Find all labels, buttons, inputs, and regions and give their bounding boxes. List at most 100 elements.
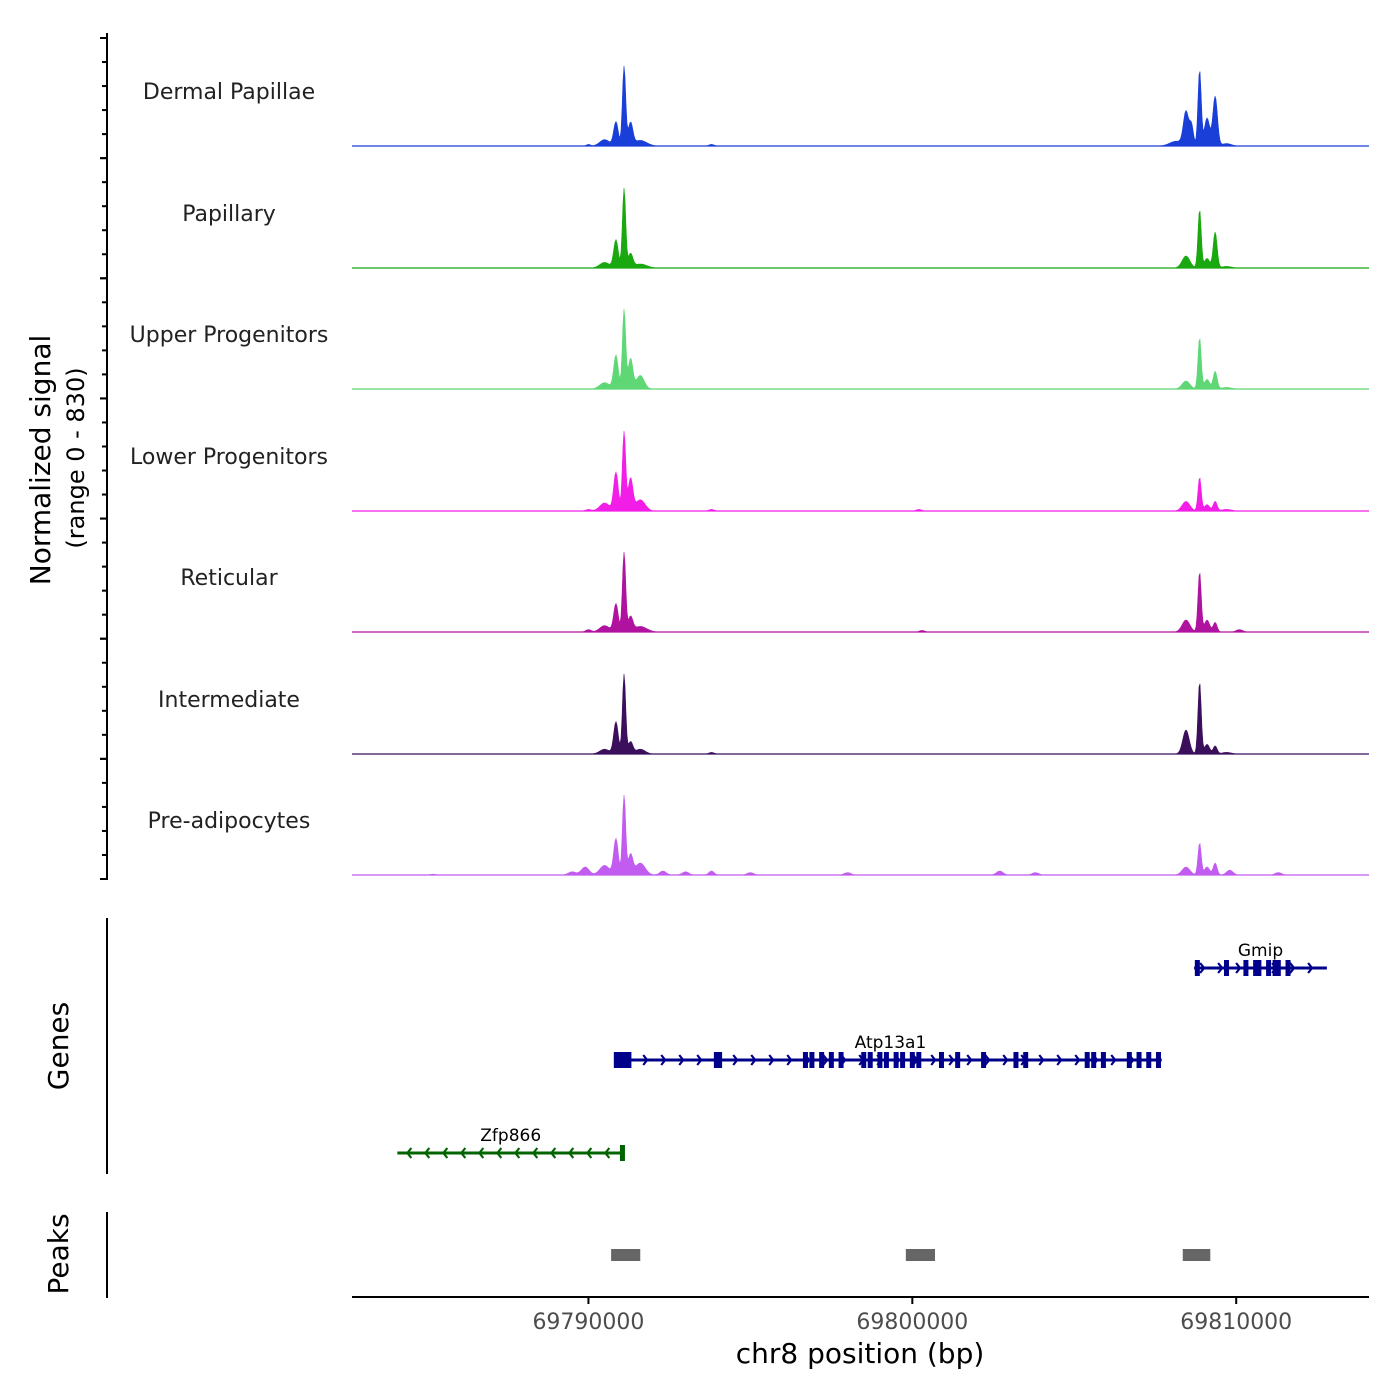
- strand-arrow: [585, 1147, 593, 1159]
- exon: [802, 1052, 808, 1068]
- exon: [1223, 960, 1229, 976]
- exon: [981, 1052, 987, 1068]
- peaks-track-label: Peaks: [42, 1213, 75, 1294]
- exon: [1256, 960, 1262, 976]
- y-axis-title-line1: Normalized signal: [24, 335, 57, 586]
- exon: [1136, 1052, 1142, 1068]
- gene-track: Gmip Atp13a1 Zfp866: [397, 941, 1327, 1161]
- strand-arrow: [930, 1054, 937, 1066]
- exon: [893, 1052, 899, 1068]
- strand-arrow: [948, 1054, 955, 1066]
- exon: [909, 1052, 915, 1068]
- strand-arrow: [1110, 1054, 1117, 1066]
- strand-arrow: [696, 1054, 703, 1066]
- strand-arrow: [1002, 1054, 1009, 1066]
- exon: [1100, 1052, 1106, 1068]
- strand-arrow: [822, 1054, 829, 1066]
- strand-arrow: [786, 1054, 793, 1066]
- track-pre-adipocytes: Pre-adipocytes: [148, 794, 1369, 876]
- gene-label: Gmip: [1238, 941, 1283, 961]
- x-tick-label: 69800000: [856, 1310, 968, 1335]
- track-lower-progenitors: Lower Progenitors: [130, 430, 1369, 512]
- exon: [1243, 960, 1249, 976]
- exon: [819, 1052, 825, 1068]
- peak-region: [905, 1249, 935, 1261]
- strand-arrow: [567, 1147, 575, 1159]
- coverage-area: [352, 430, 1369, 512]
- coverage-tracks: Dermal Papillae Papillary Upper Progenitor…: [130, 65, 1369, 876]
- strand-arrow: [513, 1147, 521, 1159]
- coverage-area: [352, 673, 1369, 755]
- strand-arrow: [477, 1147, 485, 1159]
- exon: [916, 1052, 922, 1068]
- exon: [1013, 1052, 1019, 1068]
- track-papillary: Papillary: [182, 187, 1369, 269]
- gene-label: Atp13a1: [855, 1033, 927, 1053]
- exon: [1194, 960, 1200, 976]
- strand-arrow: [603, 1147, 611, 1159]
- track-intermediate: Intermediate: [158, 673, 1369, 755]
- strand-arrow: [423, 1147, 431, 1159]
- exon: [1253, 960, 1259, 976]
- exon: [877, 1052, 883, 1068]
- exon: [1285, 960, 1291, 976]
- exon: [1084, 1052, 1090, 1068]
- coverage-area: [352, 794, 1369, 876]
- x-tick-label: 69790000: [532, 1310, 644, 1335]
- exon: [1023, 1052, 1029, 1068]
- strand-arrow: [966, 1054, 973, 1066]
- exon: [861, 1052, 867, 1068]
- strand-arrow: [750, 1054, 757, 1066]
- coverage-area: [352, 65, 1369, 147]
- x-axis: 69790000 69800000 69810000: [532, 1297, 1292, 1335]
- exon: [1155, 1052, 1161, 1068]
- strand-arrow: [1056, 1054, 1063, 1066]
- track-label: Dermal Papillae: [143, 80, 315, 105]
- signal-y-axis: [100, 33, 108, 880]
- strand-arrow: [495, 1147, 503, 1159]
- strand-arrow: [1074, 1054, 1081, 1066]
- coverage-area: [352, 187, 1369, 269]
- track-upper-progenitors: Upper Progenitors: [130, 308, 1369, 390]
- strand-arrow: [1235, 962, 1242, 974]
- exon: [900, 1052, 906, 1068]
- y-axis-subtitle: (range 0 - 830): [62, 367, 90, 548]
- exon: [1266, 960, 1272, 976]
- strand-arrow: [459, 1147, 467, 1159]
- exon: [1275, 960, 1281, 976]
- strand-arrow: [768, 1054, 775, 1066]
- peak-region: [1182, 1249, 1211, 1261]
- track-label: Upper Progenitors: [130, 323, 329, 348]
- strand-arrow: [678, 1054, 685, 1066]
- exon: [838, 1052, 844, 1068]
- track-label: Lower Progenitors: [130, 445, 328, 470]
- strand-arrow: [1289, 962, 1296, 974]
- exon: [717, 1052, 723, 1068]
- exon: [1126, 1052, 1132, 1068]
- peak-region: [611, 1249, 641, 1261]
- genes-track-label: Genes: [42, 1002, 75, 1090]
- exon: [867, 1052, 873, 1068]
- track-dermal-papillae: Dermal Papillae: [143, 65, 1369, 147]
- strand-arrow: [531, 1147, 539, 1159]
- peak-track: [611, 1249, 1211, 1261]
- strand-arrow: [642, 1054, 649, 1066]
- strand-arrow: [984, 1054, 991, 1066]
- track-label: Intermediate: [158, 688, 300, 713]
- exon: [1272, 960, 1278, 976]
- track-label: Reticular: [180, 566, 278, 591]
- strand-arrow: [1217, 962, 1224, 974]
- coverage-area: [352, 308, 1369, 390]
- strand-arrow: [1307, 962, 1314, 974]
- exon: [619, 1145, 625, 1161]
- strand-arrow: [660, 1054, 667, 1066]
- strand-arrow: [441, 1147, 449, 1159]
- exon: [713, 1052, 719, 1068]
- x-tick-label: 69810000: [1180, 1310, 1292, 1335]
- gene-label: Zfp866: [480, 1126, 541, 1146]
- gene-zfp866: Zfp866: [397, 1126, 625, 1161]
- exon: [883, 1052, 889, 1068]
- strand-arrow: [549, 1147, 557, 1159]
- gene-atp13a1: Atp13a1: [613, 1033, 1162, 1068]
